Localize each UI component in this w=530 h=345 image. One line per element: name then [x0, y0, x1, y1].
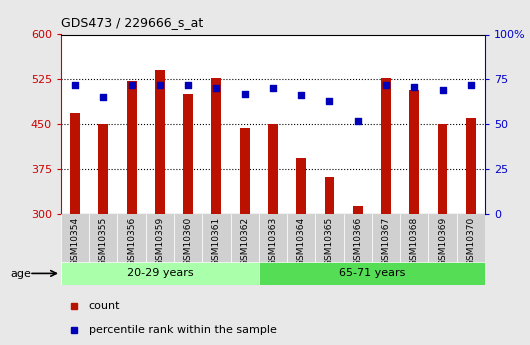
Text: GSM10368: GSM10368	[410, 216, 419, 266]
Point	[212, 86, 220, 91]
Bar	[268, 124, 278, 214]
Bar	[466, 118, 476, 214]
Text: GSM10364: GSM10364	[297, 216, 306, 266]
Bar	[146, 214, 174, 264]
Bar	[61, 214, 89, 264]
Point	[382, 82, 390, 88]
Bar	[428, 214, 457, 264]
Point	[297, 93, 305, 98]
Bar	[438, 124, 447, 214]
Bar	[155, 70, 165, 214]
Bar	[174, 214, 202, 264]
Text: 20-29 years: 20-29 years	[127, 268, 193, 278]
Bar	[211, 78, 222, 214]
Bar	[89, 214, 118, 264]
Point	[184, 82, 192, 88]
Point	[71, 82, 80, 88]
Text: GSM10356: GSM10356	[127, 216, 136, 266]
Text: GDS473 / 229666_s_at: GDS473 / 229666_s_at	[61, 16, 203, 29]
Text: GSM10362: GSM10362	[240, 216, 249, 266]
Point	[438, 87, 447, 93]
Bar	[70, 114, 80, 214]
Text: GSM10365: GSM10365	[325, 216, 334, 266]
Text: age: age	[11, 269, 31, 278]
Point	[410, 84, 419, 89]
Point	[466, 82, 475, 88]
Point	[269, 86, 277, 91]
Point	[354, 118, 362, 124]
Point	[241, 91, 249, 97]
Text: 65-71 years: 65-71 years	[339, 268, 405, 278]
Text: GSM10354: GSM10354	[70, 216, 80, 266]
Bar	[296, 158, 306, 214]
Bar	[259, 262, 485, 285]
Text: GSM10355: GSM10355	[99, 216, 108, 266]
Point	[127, 82, 136, 88]
Bar	[315, 214, 343, 264]
Text: percentile rank within the sample: percentile rank within the sample	[89, 325, 276, 335]
Bar	[99, 124, 108, 214]
Bar	[324, 177, 334, 214]
Text: GSM10370: GSM10370	[466, 216, 475, 266]
Bar	[400, 214, 428, 264]
Bar	[381, 78, 391, 214]
Text: GSM10361: GSM10361	[212, 216, 221, 266]
Bar	[457, 214, 485, 264]
Bar	[372, 214, 400, 264]
Text: GSM10367: GSM10367	[382, 216, 391, 266]
Text: count: count	[89, 301, 120, 311]
Point	[156, 82, 164, 88]
Text: GSM10360: GSM10360	[184, 216, 192, 266]
Bar	[240, 128, 250, 214]
Text: GSM10369: GSM10369	[438, 216, 447, 266]
Bar	[409, 89, 419, 214]
Bar	[61, 262, 259, 285]
Text: GSM10366: GSM10366	[354, 216, 362, 266]
Bar	[287, 214, 315, 264]
Bar	[127, 81, 137, 214]
Text: GSM10359: GSM10359	[155, 216, 164, 266]
Point	[99, 95, 108, 100]
Bar	[343, 214, 372, 264]
Bar	[183, 94, 193, 214]
Point	[325, 98, 334, 104]
Bar	[353, 206, 363, 214]
Bar	[118, 214, 146, 264]
Bar	[259, 214, 287, 264]
Text: GSM10363: GSM10363	[269, 216, 277, 266]
Bar	[202, 214, 231, 264]
Bar	[231, 214, 259, 264]
